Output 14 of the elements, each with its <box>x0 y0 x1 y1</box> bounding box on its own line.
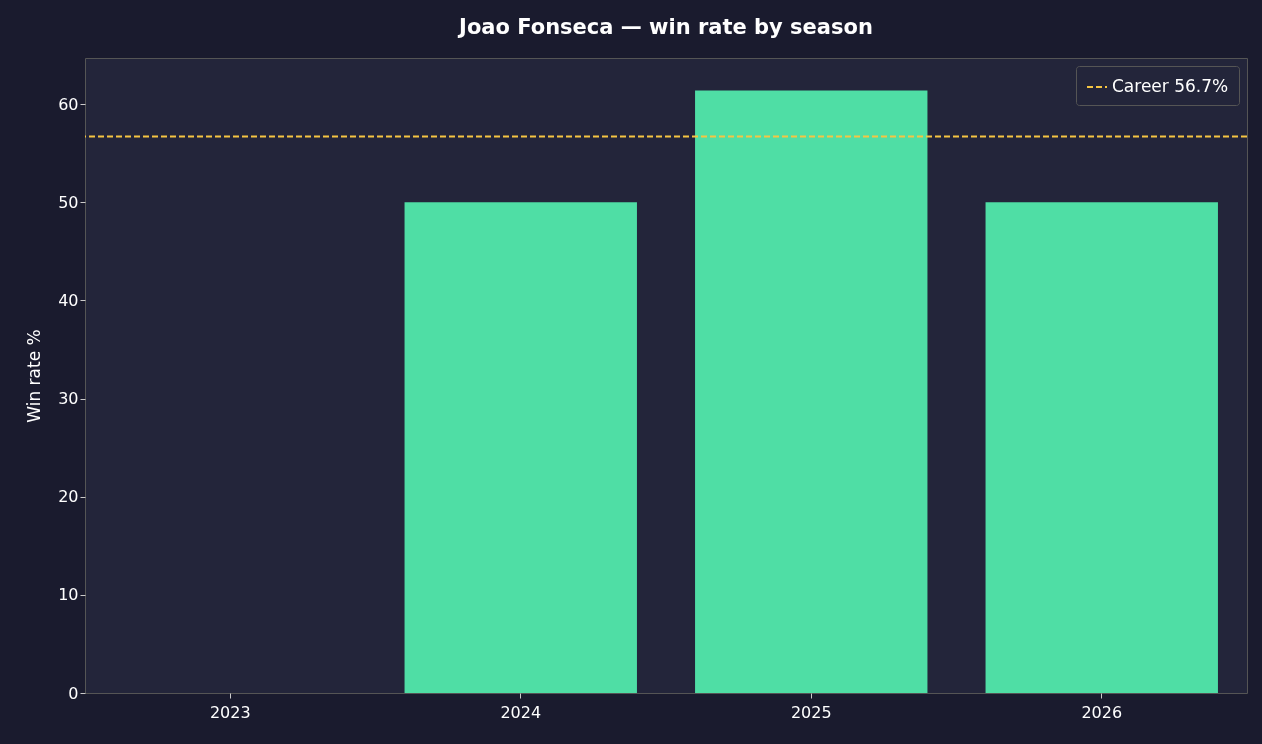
y-tick-label: 40 <box>58 290 79 310</box>
y-tick-label: 30 <box>58 389 79 409</box>
x-tick-label: 2024 <box>500 702 542 722</box>
x-tick-label: 2025 <box>790 702 832 722</box>
y-tick-label: 0 <box>68 683 79 703</box>
y-tick-label: 60 <box>58 94 79 114</box>
chart-title: Joao Fonseca — win rate by season <box>457 15 873 39</box>
y-tick-label: 20 <box>58 487 79 507</box>
legend-label: Career 56.7% <box>1112 76 1229 96</box>
x-tick-label: 2026 <box>1081 702 1123 722</box>
y-tick-label: 10 <box>58 585 79 605</box>
y-tick-label: 50 <box>58 192 79 212</box>
x-tick-label: 2023 <box>209 702 251 722</box>
y-axis-title: Win rate % <box>24 329 45 423</box>
